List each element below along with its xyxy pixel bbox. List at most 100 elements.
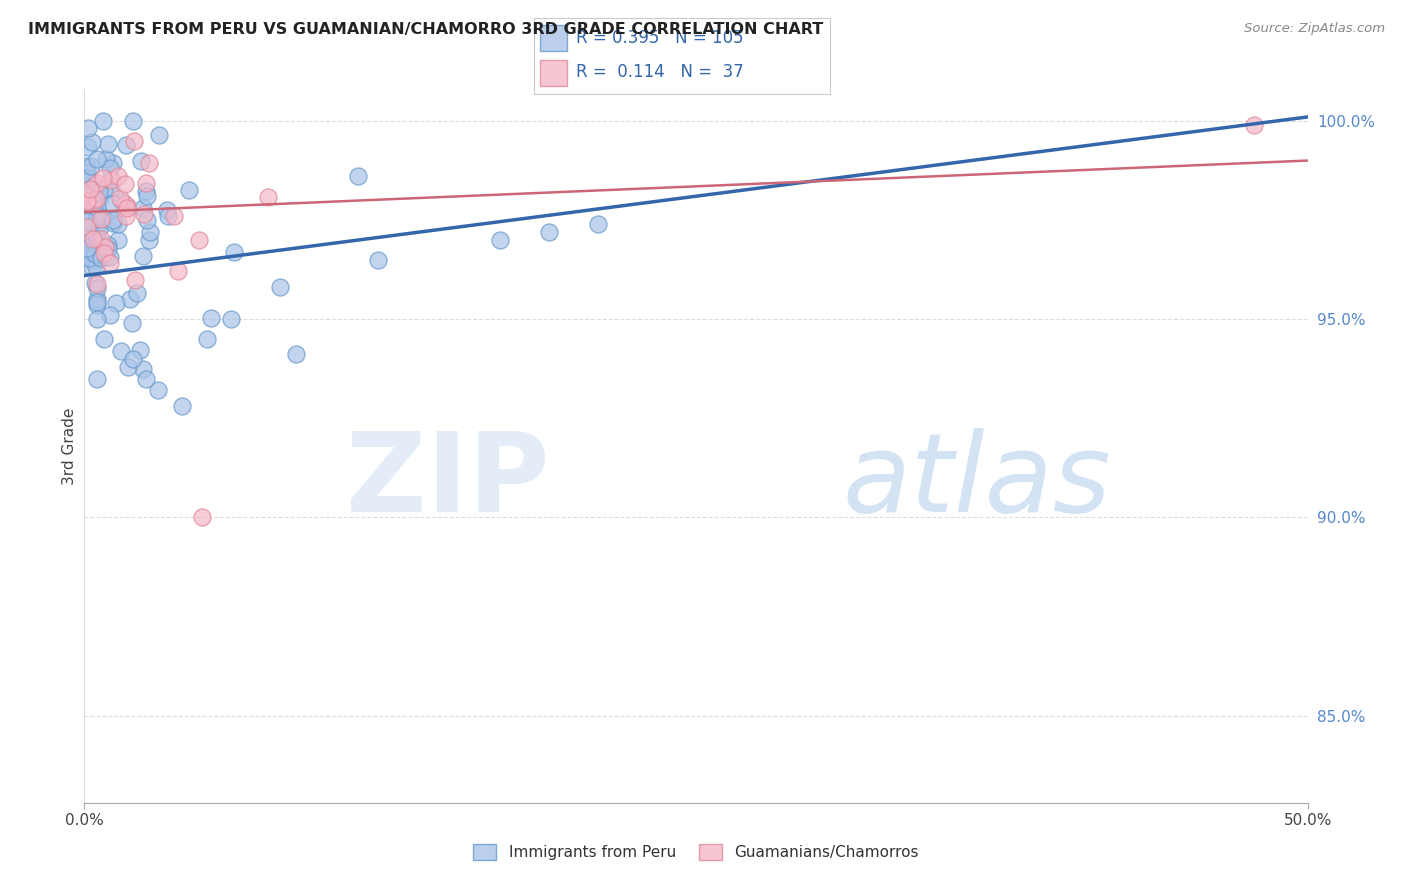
Point <box>86 371 108 385</box>
Point <box>83 246 105 260</box>
Point <box>76 243 98 257</box>
Point <box>76 166 98 180</box>
Point <box>269 280 291 294</box>
Point <box>138 156 160 170</box>
Point <box>146 384 169 398</box>
Point <box>114 137 136 152</box>
Point <box>172 400 194 414</box>
Point <box>76 185 98 199</box>
Point <box>91 114 114 128</box>
Legend: Immigrants from Peru, Guamanians/Chamorros: Immigrants from Peru, Guamanians/Chamorr… <box>467 838 925 866</box>
Point <box>157 209 180 223</box>
Point <box>135 371 157 385</box>
Point <box>93 182 115 196</box>
Point <box>134 207 156 221</box>
Point <box>86 295 108 310</box>
Point <box>148 128 170 143</box>
Point <box>121 316 143 330</box>
Point <box>89 191 111 205</box>
Point <box>195 332 218 346</box>
Point <box>94 240 117 254</box>
Point <box>83 179 105 194</box>
Point <box>84 276 107 290</box>
Point <box>76 172 98 186</box>
Point <box>166 264 188 278</box>
Point <box>138 233 160 247</box>
Point <box>76 194 98 209</box>
Point <box>162 210 184 224</box>
Point <box>98 309 121 323</box>
Point <box>586 217 609 231</box>
Point <box>98 173 121 187</box>
Point <box>86 152 108 166</box>
Point <box>79 206 101 220</box>
Point <box>82 194 104 209</box>
Point <box>285 347 308 361</box>
Point <box>91 171 114 186</box>
Point <box>87 221 110 235</box>
Point <box>93 211 115 226</box>
Point <box>124 273 146 287</box>
Point <box>76 186 98 201</box>
Point <box>129 153 152 168</box>
Point <box>76 159 98 173</box>
Point <box>125 286 148 301</box>
Point <box>103 213 125 227</box>
Point <box>122 114 145 128</box>
Point <box>131 362 153 376</box>
Point <box>89 216 111 230</box>
Point <box>347 169 370 183</box>
Point <box>101 196 124 211</box>
FancyBboxPatch shape <box>540 25 567 51</box>
Point <box>77 120 100 135</box>
Point <box>76 196 98 211</box>
Point <box>122 351 145 366</box>
Point <box>80 197 103 211</box>
Y-axis label: 3rd Grade: 3rd Grade <box>62 408 77 484</box>
Point <box>86 199 108 213</box>
Text: atlas: atlas <box>842 428 1111 535</box>
Point <box>90 211 112 226</box>
Point <box>1243 118 1265 132</box>
Point <box>97 137 120 152</box>
Point <box>93 246 115 260</box>
Point <box>76 179 98 194</box>
Point <box>84 260 107 275</box>
Point <box>80 253 103 268</box>
Point <box>76 214 98 228</box>
Point <box>86 292 108 306</box>
Point <box>86 211 108 226</box>
Point <box>77 251 100 265</box>
Point <box>80 159 103 173</box>
Point <box>115 199 138 213</box>
Point <box>86 281 108 295</box>
Point <box>101 216 124 230</box>
Point <box>107 217 129 231</box>
Point <box>100 173 122 187</box>
Point <box>82 135 104 149</box>
Point <box>76 232 98 246</box>
Point <box>105 296 128 310</box>
Point <box>86 312 108 326</box>
Point <box>187 233 209 247</box>
Point <box>84 192 107 206</box>
Point <box>86 277 108 292</box>
Point <box>122 134 145 148</box>
Point <box>86 209 108 223</box>
Point <box>107 233 129 247</box>
Point <box>117 359 139 374</box>
Text: R = 0.395   N = 105: R = 0.395 N = 105 <box>575 29 744 47</box>
Point <box>107 169 129 183</box>
Point <box>86 298 108 312</box>
Point <box>538 225 561 239</box>
Point <box>98 161 121 176</box>
Point <box>76 140 98 154</box>
Point <box>110 191 132 205</box>
Text: Source: ZipAtlas.com: Source: ZipAtlas.com <box>1244 22 1385 36</box>
Point <box>222 245 245 260</box>
Point <box>76 198 98 212</box>
Point <box>90 251 112 265</box>
Point <box>82 260 104 274</box>
Point <box>367 252 389 267</box>
Point <box>80 238 103 252</box>
